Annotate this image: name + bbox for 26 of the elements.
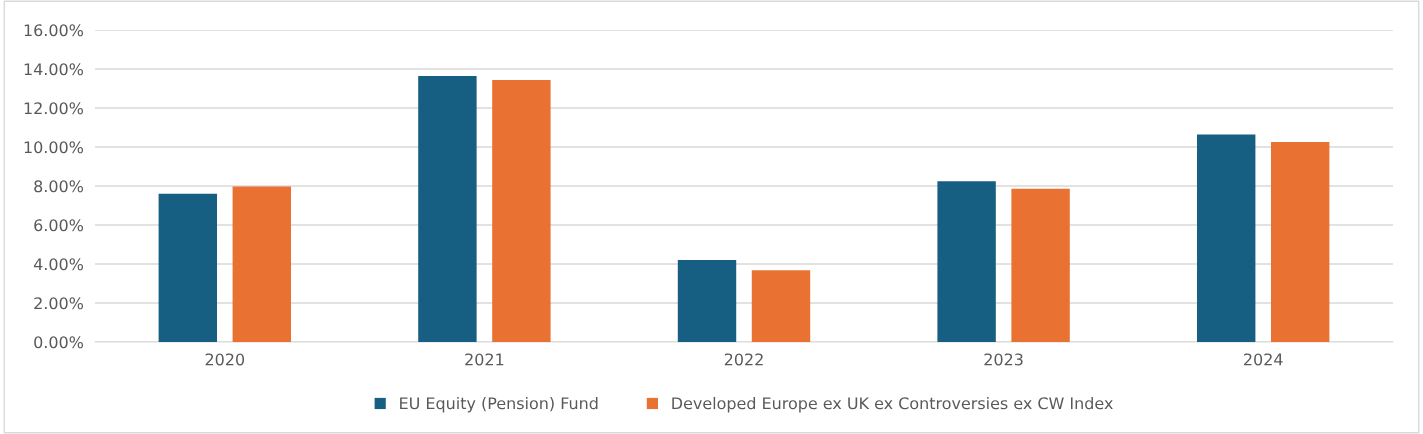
bar xyxy=(158,193,218,342)
y-tick-label: 6.00% xyxy=(34,219,84,232)
y-tick-label: 16.00% xyxy=(24,24,84,37)
bar xyxy=(1197,134,1256,342)
bar xyxy=(418,76,477,342)
y-tick-label: 2.00% xyxy=(34,297,84,310)
x-tick-label: 2023 xyxy=(984,353,1023,366)
x-tick-label: 2022 xyxy=(724,353,763,366)
y-tick-label: 0.00% xyxy=(34,336,84,349)
x-tick-label: 2021 xyxy=(465,353,504,366)
x-tick-label: 2020 xyxy=(205,353,245,366)
bar xyxy=(1011,188,1070,342)
y-tick-label: 8.00% xyxy=(34,180,84,193)
bar xyxy=(492,80,551,342)
y-tick-label: 10.00% xyxy=(24,141,84,154)
y-tick-label: 4.00% xyxy=(33,258,84,271)
bar xyxy=(937,181,996,342)
bar xyxy=(1270,141,1330,342)
bar xyxy=(751,270,811,342)
legend-label: EU Equity (Pension) Fund xyxy=(400,396,598,413)
x-tick-label: 2024 xyxy=(1244,353,1283,366)
bar xyxy=(677,260,737,342)
y-tick-label: 12.00% xyxy=(24,102,84,115)
bar xyxy=(232,186,291,342)
legend-label: Developed Europe ex UK ex Controversies ex CW Index xyxy=(672,396,1113,413)
y-tick-label: 14.00% xyxy=(24,63,84,76)
